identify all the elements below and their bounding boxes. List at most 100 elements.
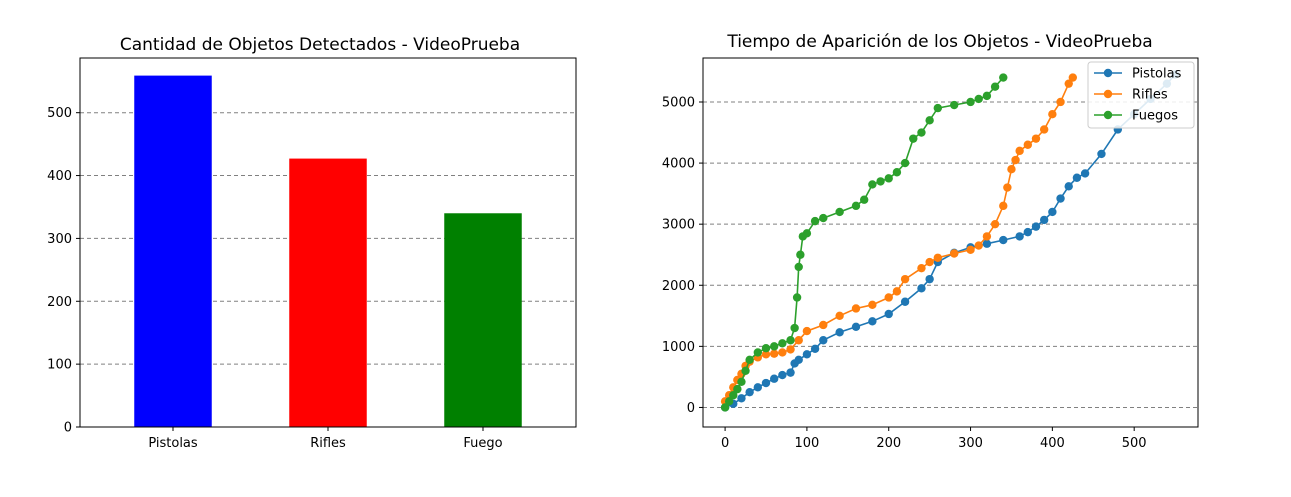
- y-tick-label: 500: [47, 106, 72, 121]
- data-point: [876, 177, 885, 186]
- legend-marker: [1103, 89, 1113, 99]
- data-point: [900, 158, 910, 168]
- data-point: [884, 309, 893, 319]
- y-tick-label: 300: [47, 232, 72, 247]
- bar-rifles: [289, 158, 367, 427]
- x-tick-label: 400: [1040, 436, 1065, 451]
- bar-y-axis: 0 100 200 300 400 500: [47, 106, 80, 436]
- bar-fuego: [444, 213, 522, 427]
- data-point: [868, 300, 877, 310]
- line-y-axis: 0 1000 2000 3000 4000 5000: [662, 95, 703, 416]
- y-tick-label: 100: [47, 358, 72, 373]
- data-point: [1031, 134, 1041, 143]
- line-chart: Tiempo de Aparición de los Objetos - Vid…: [662, 32, 1199, 451]
- bar-x-axis: Pistolas Rifles Fuego: [148, 427, 503, 451]
- data-point: [733, 384, 742, 394]
- data-point: [966, 245, 975, 255]
- data-point: [917, 128, 926, 137]
- data-point: [851, 201, 861, 211]
- data-point: [786, 368, 795, 377]
- data-point: [851, 322, 861, 332]
- y-tick-label: 200: [47, 295, 72, 310]
- bars: [134, 75, 522, 427]
- data-point: [792, 293, 802, 302]
- y-tick-label: 5000: [662, 95, 695, 110]
- data-point: [974, 94, 983, 104]
- data-point: [745, 387, 754, 397]
- y-tick-label: 1000: [662, 340, 695, 355]
- data-point: [753, 383, 763, 392]
- data-point: [999, 235, 1008, 245]
- legend-marker: [1103, 110, 1113, 120]
- data-point: [835, 328, 844, 337]
- data-point: [900, 297, 910, 306]
- data-point: [769, 374, 779, 383]
- data-point: [796, 250, 805, 259]
- data-point: [1048, 207, 1057, 217]
- data-point: [802, 326, 812, 336]
- data-point: [1011, 155, 1020, 165]
- x-tick-label: Rifles: [310, 436, 346, 451]
- data-point: [851, 304, 861, 313]
- data-point: [900, 274, 910, 284]
- data-point: [982, 232, 992, 241]
- data-point: [884, 293, 893, 302]
- data-point: [794, 262, 803, 272]
- legend-item-rifles: Rifles: [1094, 88, 1168, 103]
- y-tick-label: 4000: [662, 157, 695, 172]
- data-point: [1072, 173, 1082, 182]
- data-point: [835, 207, 844, 217]
- data-point: [982, 91, 992, 101]
- bar-pistolas: [134, 75, 212, 427]
- data-point: [769, 349, 779, 358]
- data-point: [1097, 149, 1106, 159]
- legend-item-pistolas: Pistolas: [1094, 67, 1182, 82]
- x-tick-label: 200: [876, 436, 901, 451]
- data-point: [724, 397, 734, 406]
- data-point: [1023, 227, 1033, 237]
- data-point: [761, 378, 771, 388]
- data-point: [990, 219, 1000, 229]
- data-point: [966, 97, 975, 107]
- x-tick-label: 500: [1122, 436, 1147, 451]
- legend-marker: [1103, 68, 1113, 78]
- x-tick-label: 300: [958, 436, 983, 451]
- data-point: [737, 394, 746, 403]
- data-point: [1031, 222, 1041, 231]
- data-point: [1015, 146, 1024, 156]
- data-point: [1064, 79, 1073, 88]
- data-point: [835, 311, 844, 321]
- data-point: [999, 73, 1008, 82]
- data-point: [790, 323, 799, 333]
- y-tick-label: 2000: [662, 279, 695, 294]
- data-point: [729, 391, 738, 400]
- data-point: [810, 216, 820, 226]
- y-tick-label: 0: [64, 421, 72, 436]
- data-point: [1056, 194, 1065, 203]
- data-point: [802, 350, 812, 359]
- data-point: [753, 348, 763, 357]
- x-tick-label: Fuego: [463, 436, 502, 451]
- data-point: [933, 253, 943, 262]
- data-point: [720, 403, 730, 412]
- data-point: [741, 366, 750, 375]
- data-point: [884, 174, 893, 183]
- data-point: [778, 348, 787, 357]
- legend: Pistolas Rifles Fuegos: [1087, 61, 1195, 129]
- data-point: [819, 320, 828, 330]
- data-point: [737, 377, 746, 386]
- data-point: [1048, 110, 1057, 119]
- data-point: [949, 249, 959, 258]
- x-tick-label: 0: [721, 436, 729, 451]
- data-point: [999, 201, 1008, 211]
- data-point: [1007, 164, 1016, 174]
- data-point: [859, 195, 869, 204]
- data-point: [925, 116, 934, 125]
- data-point: [1039, 125, 1049, 134]
- data-point: [761, 350, 771, 359]
- line-series: [720, 70, 1180, 412]
- data-point: [778, 370, 787, 380]
- series-fuegos: [720, 73, 1008, 412]
- data-point: [1080, 169, 1090, 178]
